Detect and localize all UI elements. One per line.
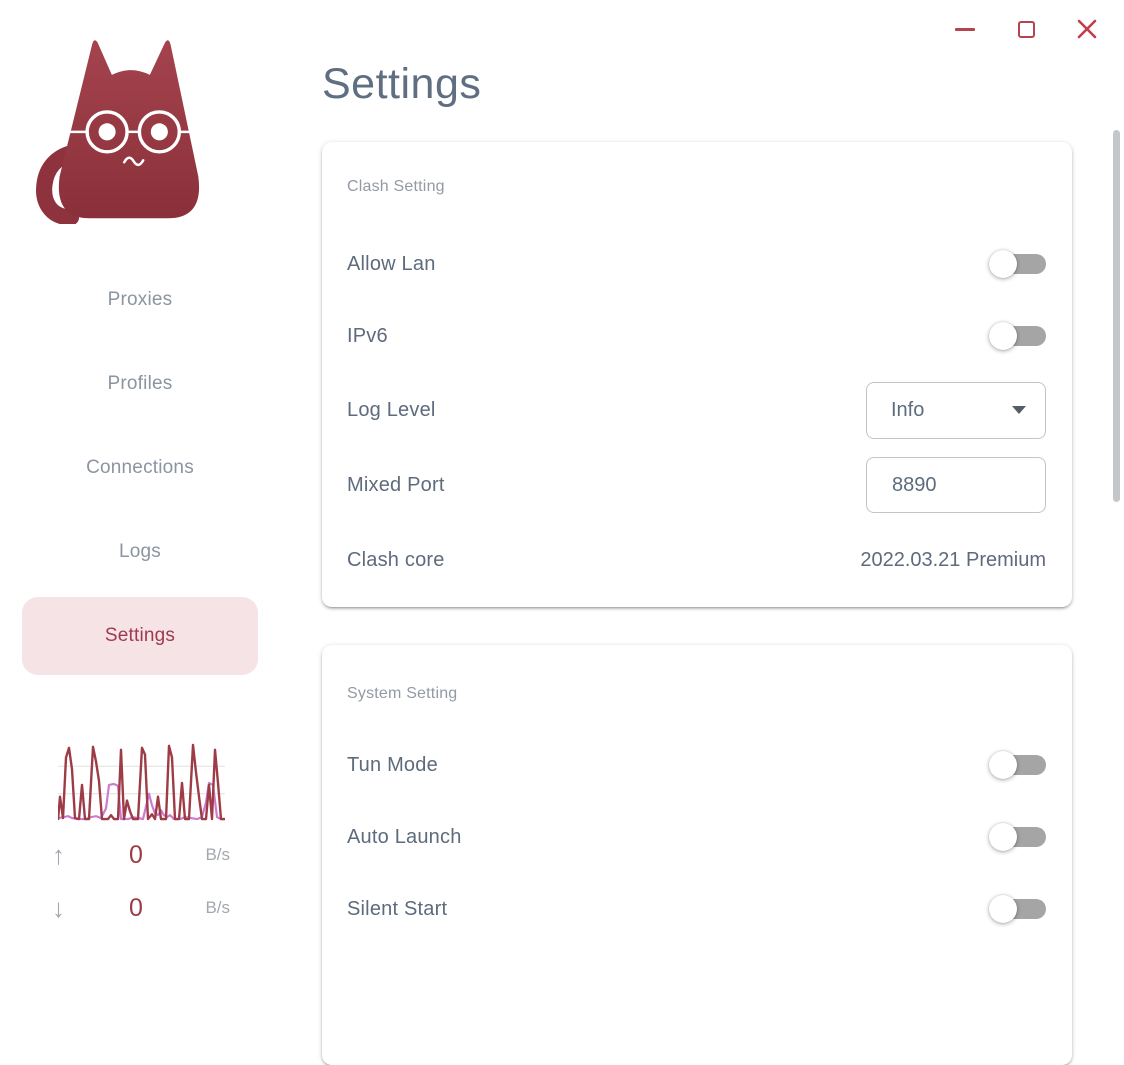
close-icon bbox=[1077, 19, 1097, 39]
setting-row-silent-start: Silent Start bbox=[347, 887, 1046, 931]
arrow-up-icon: ↑ bbox=[52, 840, 65, 870]
tun-mode-toggle[interactable] bbox=[989, 751, 1046, 779]
minimize-button[interactable] bbox=[950, 14, 980, 44]
log-level-value: Info bbox=[891, 398, 925, 421]
tun-mode-label: Tun Mode bbox=[347, 753, 438, 776]
allow-lan-label: Allow Lan bbox=[347, 252, 436, 275]
arrow-down-icon: ↓ bbox=[52, 893, 65, 923]
silent-start-toggle[interactable] bbox=[989, 895, 1046, 923]
log-level-select[interactable]: Info bbox=[866, 381, 1046, 439]
toggle-thumb bbox=[989, 823, 1017, 851]
card-section-title: Clash Setting bbox=[347, 178, 445, 195]
traffic-up-value: 0 bbox=[129, 840, 143, 869]
traffic-line-upload bbox=[58, 743, 225, 821]
cat-body bbox=[58, 40, 200, 219]
clash-core-label: Clash core bbox=[347, 548, 445, 571]
close-button[interactable] bbox=[1072, 14, 1102, 44]
traffic-graph bbox=[58, 743, 225, 821]
clash-setting-card: Clash Setting Allow Lan IPv6 Log Level I… bbox=[322, 142, 1072, 607]
sidebar-item-logs[interactable]: Logs bbox=[118, 541, 161, 562]
maximize-button[interactable] bbox=[1011, 14, 1041, 44]
toggle-thumb bbox=[989, 250, 1017, 278]
toggle-thumb bbox=[989, 751, 1017, 779]
traffic-up-row: ↑ 0 B/s bbox=[52, 838, 230, 872]
ipv6-toggle[interactable] bbox=[989, 322, 1046, 350]
glasses-right-lens bbox=[137, 110, 182, 154]
setting-row-auto-launch: Auto Launch bbox=[347, 815, 1046, 859]
mixed-port-input[interactable] bbox=[866, 457, 1046, 513]
sidebar-nav: Proxies Profiles Connections Logs Settin… bbox=[22, 261, 258, 675]
chevron-down-icon bbox=[1012, 406, 1026, 414]
allow-lan-toggle[interactable] bbox=[989, 250, 1046, 278]
traffic-down-value: 0 bbox=[129, 893, 143, 922]
sidebar-item-settings[interactable]: Settings bbox=[22, 597, 258, 675]
minimize-icon bbox=[955, 27, 975, 31]
traffic-line-download bbox=[58, 781, 225, 821]
setting-row-allow-lan: Allow Lan bbox=[347, 242, 1046, 286]
glasses-left-lens bbox=[85, 110, 129, 154]
cat-right-eye bbox=[150, 123, 168, 141]
traffic-down-unit: B/s bbox=[205, 898, 230, 917]
page-title: Settings bbox=[322, 60, 482, 108]
system-setting-card: System Setting Tun Mode Auto Launch Sile… bbox=[322, 645, 1072, 1065]
cat-tail bbox=[36, 144, 81, 224]
setting-row-ipv6: IPv6 bbox=[347, 314, 1046, 358]
sidebar: Proxies Profiles Connections Logs Settin… bbox=[0, 0, 300, 937]
sidebar-item-proxies[interactable]: Proxies bbox=[107, 289, 173, 310]
ipv6-label: IPv6 bbox=[347, 324, 388, 347]
cat-logo bbox=[36, 40, 210, 224]
cat-left-eye bbox=[98, 123, 116, 141]
traffic-down-row: ↓ 0 B/s bbox=[52, 891, 230, 925]
auto-launch-toggle[interactable] bbox=[989, 823, 1046, 851]
toggle-thumb bbox=[989, 322, 1017, 350]
toggle-thumb bbox=[989, 895, 1017, 923]
silent-start-label: Silent Start bbox=[347, 897, 448, 920]
auto-launch-label: Auto Launch bbox=[347, 825, 462, 848]
card-section-title: System Setting bbox=[347, 685, 458, 702]
maximize-icon bbox=[1017, 20, 1035, 38]
log-level-label: Log Level bbox=[347, 398, 436, 421]
vertical-scrollbar[interactable] bbox=[1113, 130, 1120, 502]
setting-row-clash-core: Clash core 2022.03.21 Premium bbox=[347, 538, 1046, 582]
sidebar-item-connections[interactable]: Connections bbox=[86, 457, 194, 478]
sidebar-item-profiles[interactable]: Profiles bbox=[107, 373, 173, 394]
setting-row-log-level: Log Level Info bbox=[347, 380, 1046, 440]
cat-mouth bbox=[122, 156, 145, 167]
clash-core-value: 2022.03.21 Premium bbox=[860, 548, 1046, 571]
window-controls bbox=[950, 14, 1102, 44]
setting-row-tun-mode: Tun Mode bbox=[347, 743, 1046, 787]
traffic-up-unit: B/s bbox=[205, 845, 230, 864]
setting-row-mixed-port: Mixed Port bbox=[347, 456, 1046, 514]
mixed-port-label: Mixed Port bbox=[347, 473, 445, 496]
